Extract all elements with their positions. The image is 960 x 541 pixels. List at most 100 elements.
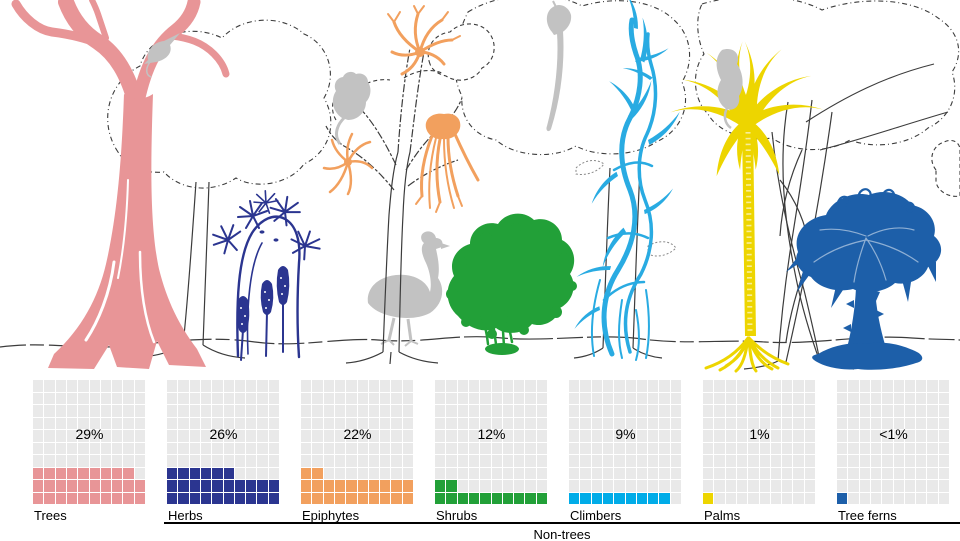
waffle-cell-filled	[346, 492, 357, 504]
percent-label: 22%	[343, 426, 372, 442]
waffle-cell-empty	[848, 467, 859, 479]
waffle-cell-empty	[89, 405, 100, 417]
waffle-cell-empty	[569, 467, 580, 479]
waffle-cell-empty	[391, 417, 402, 429]
waffle-cell-empty	[625, 430, 636, 442]
waffle-cell-empty	[391, 430, 402, 442]
waffle-cell-empty	[580, 442, 591, 454]
waffle-cell-empty	[748, 380, 759, 392]
waffle-cell-filled	[357, 492, 368, 504]
waffle-cell-empty	[759, 430, 770, 442]
waffle-cell-empty	[480, 417, 491, 429]
waffle-cell-empty	[804, 455, 815, 467]
waffle-cell-empty	[167, 417, 178, 429]
waffle-cell-empty	[938, 492, 949, 504]
waffle-cell-empty	[580, 467, 591, 479]
waffle-cell-empty	[714, 492, 725, 504]
waffle-cell-empty	[268, 417, 279, 429]
waffle-cell-empty	[625, 380, 636, 392]
waffle-cell-empty	[312, 455, 323, 467]
waffle-cell-empty	[670, 405, 681, 417]
waffle-cell-filled	[346, 480, 357, 492]
waffle-cell-empty	[167, 430, 178, 442]
waffle-cell-empty	[625, 442, 636, 454]
waffle-cell-empty	[234, 417, 246, 429]
waffle-cell-empty	[759, 380, 770, 392]
waffle-cell-empty	[514, 430, 525, 442]
waffle-cell-empty	[178, 430, 189, 442]
waffle-cell-empty	[648, 467, 659, 479]
waffle-panel-epiphytes: 22% Epiphytes	[301, 380, 414, 525]
waffle-cell-empty	[66, 417, 78, 429]
category-label: Trees	[34, 508, 67, 523]
waffle-cell-empty	[703, 442, 714, 454]
waffle-cell-filled	[66, 492, 78, 504]
waffle-cell-empty	[323, 380, 334, 392]
waffle-cell-empty	[591, 430, 602, 442]
waffle-cell-empty	[380, 405, 391, 417]
waffle-cell-empty	[525, 392, 536, 404]
waffle-cell-empty	[927, 492, 938, 504]
herb-plant	[208, 188, 326, 361]
bird-silhouette	[144, 33, 180, 78]
percent-label: 1%	[749, 426, 770, 442]
waffle-cell-empty	[569, 380, 580, 392]
waffle-cell-empty	[167, 405, 178, 417]
waffle-cell-empty	[380, 467, 391, 479]
waffle-cell-empty	[312, 392, 323, 404]
waffle-cell-empty	[536, 430, 547, 442]
waffle-cell-empty	[257, 455, 268, 467]
waffle-cell-empty	[234, 392, 246, 404]
waffle-cell-empty	[636, 405, 648, 417]
waffle-cell-empty	[380, 455, 391, 467]
waffle-cell-empty	[112, 417, 123, 429]
waffle-cell-empty	[502, 480, 514, 492]
waffle-cell-empty	[848, 405, 859, 417]
waffle-cell-empty	[100, 442, 112, 454]
waffle-cell-filled	[703, 492, 714, 504]
waffle-cell-empty	[525, 380, 536, 392]
waffle-cell-empty	[112, 442, 123, 454]
waffle-cell-empty	[938, 380, 949, 392]
waffle-cell-empty	[659, 392, 670, 404]
waffle-cell-empty	[714, 455, 725, 467]
waffle-cell-empty	[580, 380, 591, 392]
waffle-cell-empty	[648, 442, 659, 454]
waffle-cell-empty	[323, 417, 334, 429]
waffle-cell-empty	[804, 467, 815, 479]
waffle-cell-empty	[648, 455, 659, 467]
waffle-cell-empty	[916, 417, 927, 429]
waffle-cell-empty	[725, 480, 736, 492]
waffle-cell-empty	[491, 405, 502, 417]
waffle-cell-filled	[268, 492, 279, 504]
waffle-cell-empty	[859, 480, 870, 492]
waffle-cell-empty	[602, 417, 614, 429]
waffle-cell-empty	[134, 417, 145, 429]
waffle-cell-empty	[525, 467, 536, 479]
waffle-cell-empty	[703, 405, 714, 417]
waffle-cell-filled	[167, 467, 178, 479]
waffle-cell-empty	[246, 467, 257, 479]
waffle-cell-empty	[614, 455, 625, 467]
rainforest-illustration	[0, 0, 960, 373]
waffle-cell-empty	[793, 442, 804, 454]
waffle-cell-empty	[837, 430, 848, 442]
waffle-cell-empty	[736, 430, 748, 442]
waffle-cell-empty	[591, 455, 602, 467]
waffle-cell-empty	[927, 392, 938, 404]
waffle-cell-empty	[670, 380, 681, 392]
waffle-cell-empty	[725, 417, 736, 429]
waffle-cell-empty	[334, 430, 346, 442]
waffle-cell-empty	[670, 442, 681, 454]
waffle-cell-empty	[514, 392, 525, 404]
waffle-cell-empty	[178, 380, 189, 392]
waffle-cell-empty	[882, 492, 893, 504]
waffle-cell-empty	[200, 417, 212, 429]
waffle-cell-empty	[301, 442, 312, 454]
waffle-cell-empty	[323, 455, 334, 467]
waffle-cell-empty	[725, 380, 736, 392]
waffle-cell-empty	[916, 492, 927, 504]
waffle-cell-filled	[468, 492, 480, 504]
waffle-cell-empty	[703, 467, 714, 479]
waffle-cell-filled	[480, 492, 491, 504]
